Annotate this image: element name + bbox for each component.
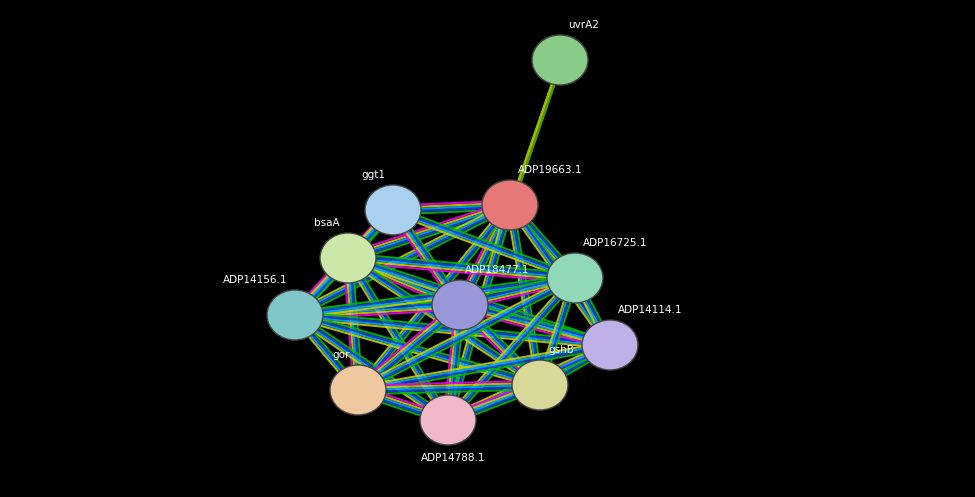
Text: gor: gor [332,350,350,360]
Text: ADP14788.1: ADP14788.1 [421,453,486,463]
Text: gshB: gshB [548,345,574,355]
Ellipse shape [582,320,638,370]
Text: uvrA2: uvrA2 [568,20,599,30]
Ellipse shape [420,395,476,445]
Ellipse shape [330,365,386,415]
Text: ADP19663.1: ADP19663.1 [518,165,582,175]
Ellipse shape [482,180,538,230]
Ellipse shape [512,360,568,410]
Ellipse shape [547,253,603,303]
Ellipse shape [320,233,376,283]
Ellipse shape [432,280,488,330]
Text: bsaA: bsaA [314,218,340,228]
Ellipse shape [365,185,421,235]
Text: ADP14114.1: ADP14114.1 [618,305,682,315]
Text: ADP18477.1: ADP18477.1 [465,265,529,275]
Text: ADP14156.1: ADP14156.1 [222,275,287,285]
Ellipse shape [267,290,323,340]
Text: ADP16725.1: ADP16725.1 [583,238,647,248]
Ellipse shape [532,35,588,85]
Text: ggt1: ggt1 [361,170,385,180]
